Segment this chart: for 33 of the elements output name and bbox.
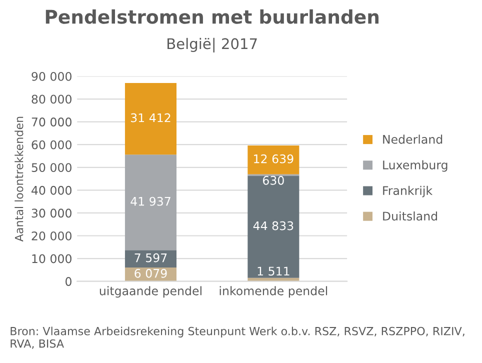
text: Bron: Vlaamse Arbeidsrekening Steunpunt Werk o.b.v. RSZ, RSVZ, RSZPPO, RIZIV, RVA, BISA [10, 326, 464, 349]
y-tick-label: 20 000 [32, 231, 72, 240]
data-label: 1 511 [258, 266, 290, 276]
bar [124, 154, 176, 250]
y-tick-label: 40 000 [32, 186, 72, 195]
data-label: 12 639 [254, 154, 294, 164]
y-tick-label: 50 000 [32, 163, 72, 172]
legend-label: Nederland [383, 134, 442, 144]
y-tick-label: 30 000 [32, 208, 72, 218]
bar [124, 83, 176, 155]
bar [248, 176, 300, 278]
data-label: 630 [262, 176, 284, 185]
bar [248, 145, 300, 174]
legend-label: Duitsland [383, 211, 437, 221]
legend-label: Frankrijk [383, 186, 433, 198]
y-tick-label: 80 000 [32, 94, 72, 104]
y-tick-label: 70 000 [32, 118, 72, 126]
chart-subtitle: België| 2017 [168, 38, 257, 52]
y-tick-label: 90 000 [32, 72, 72, 81]
data-label: 44 833 [253, 221, 294, 230]
data-label: 7 597 [134, 253, 167, 262]
x-tick-label: uitgaande pendel [100, 286, 202, 298]
chart-title: Pendelstromen met buurlanden [46, 9, 379, 24]
x-tick-label: inkomende pendel [220, 286, 328, 298]
y-tick-label: 10 000 [32, 254, 72, 264]
y-tick-label: 0 [66, 277, 72, 286]
data-label: 41 937 [130, 196, 170, 206]
y-axis-title: Aantal loontrekkenden [14, 116, 24, 242]
data-label: 6 079 [134, 268, 167, 278]
y-tick-label: 60 000 [32, 140, 72, 150]
bar [124, 250, 176, 268]
legend-label: Luxemburg [383, 160, 448, 172]
data-label: 31 412 [130, 113, 170, 122]
